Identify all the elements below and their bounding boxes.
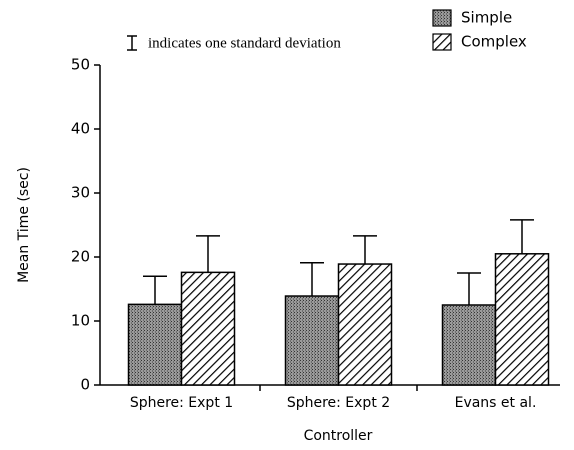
bar [180, 271, 236, 386]
annotation-text: indicates one standard deviation [148, 35, 341, 51]
x-tick-label: Evans et al. [455, 395, 537, 411]
bar [441, 304, 497, 386]
x-tick-label: Sphere: Expt 1 [130, 395, 233, 411]
x-tick-label: Sphere: Expt 2 [287, 395, 390, 411]
legend-label: Complex [461, 33, 527, 51]
error-bar [196, 235, 220, 273]
error-bar [143, 275, 167, 305]
y-tick-label: 10 [71, 312, 90, 330]
legend-label: Simple [461, 9, 512, 27]
error-bar [457, 272, 481, 305]
legend-swatch [432, 9, 452, 27]
error-bar [300, 262, 324, 297]
annotation: indicates one standard deviation [127, 35, 341, 51]
bar [284, 295, 340, 386]
y-tick-label: 20 [71, 248, 90, 266]
bar [337, 263, 393, 386]
legend-swatch [432, 33, 452, 51]
y-axis-label: Mean Time (sec) [16, 167, 32, 283]
bar [127, 303, 183, 386]
error-bar [510, 219, 534, 254]
y-tick-label: 50 [71, 56, 90, 74]
y-tick-label: 30 [71, 184, 90, 202]
error-bar [353, 235, 377, 265]
y-tick-label: 40 [71, 120, 90, 138]
y-tick-label: 0 [80, 376, 90, 394]
bar [494, 253, 550, 386]
x-axis-label: Controller [304, 428, 373, 444]
